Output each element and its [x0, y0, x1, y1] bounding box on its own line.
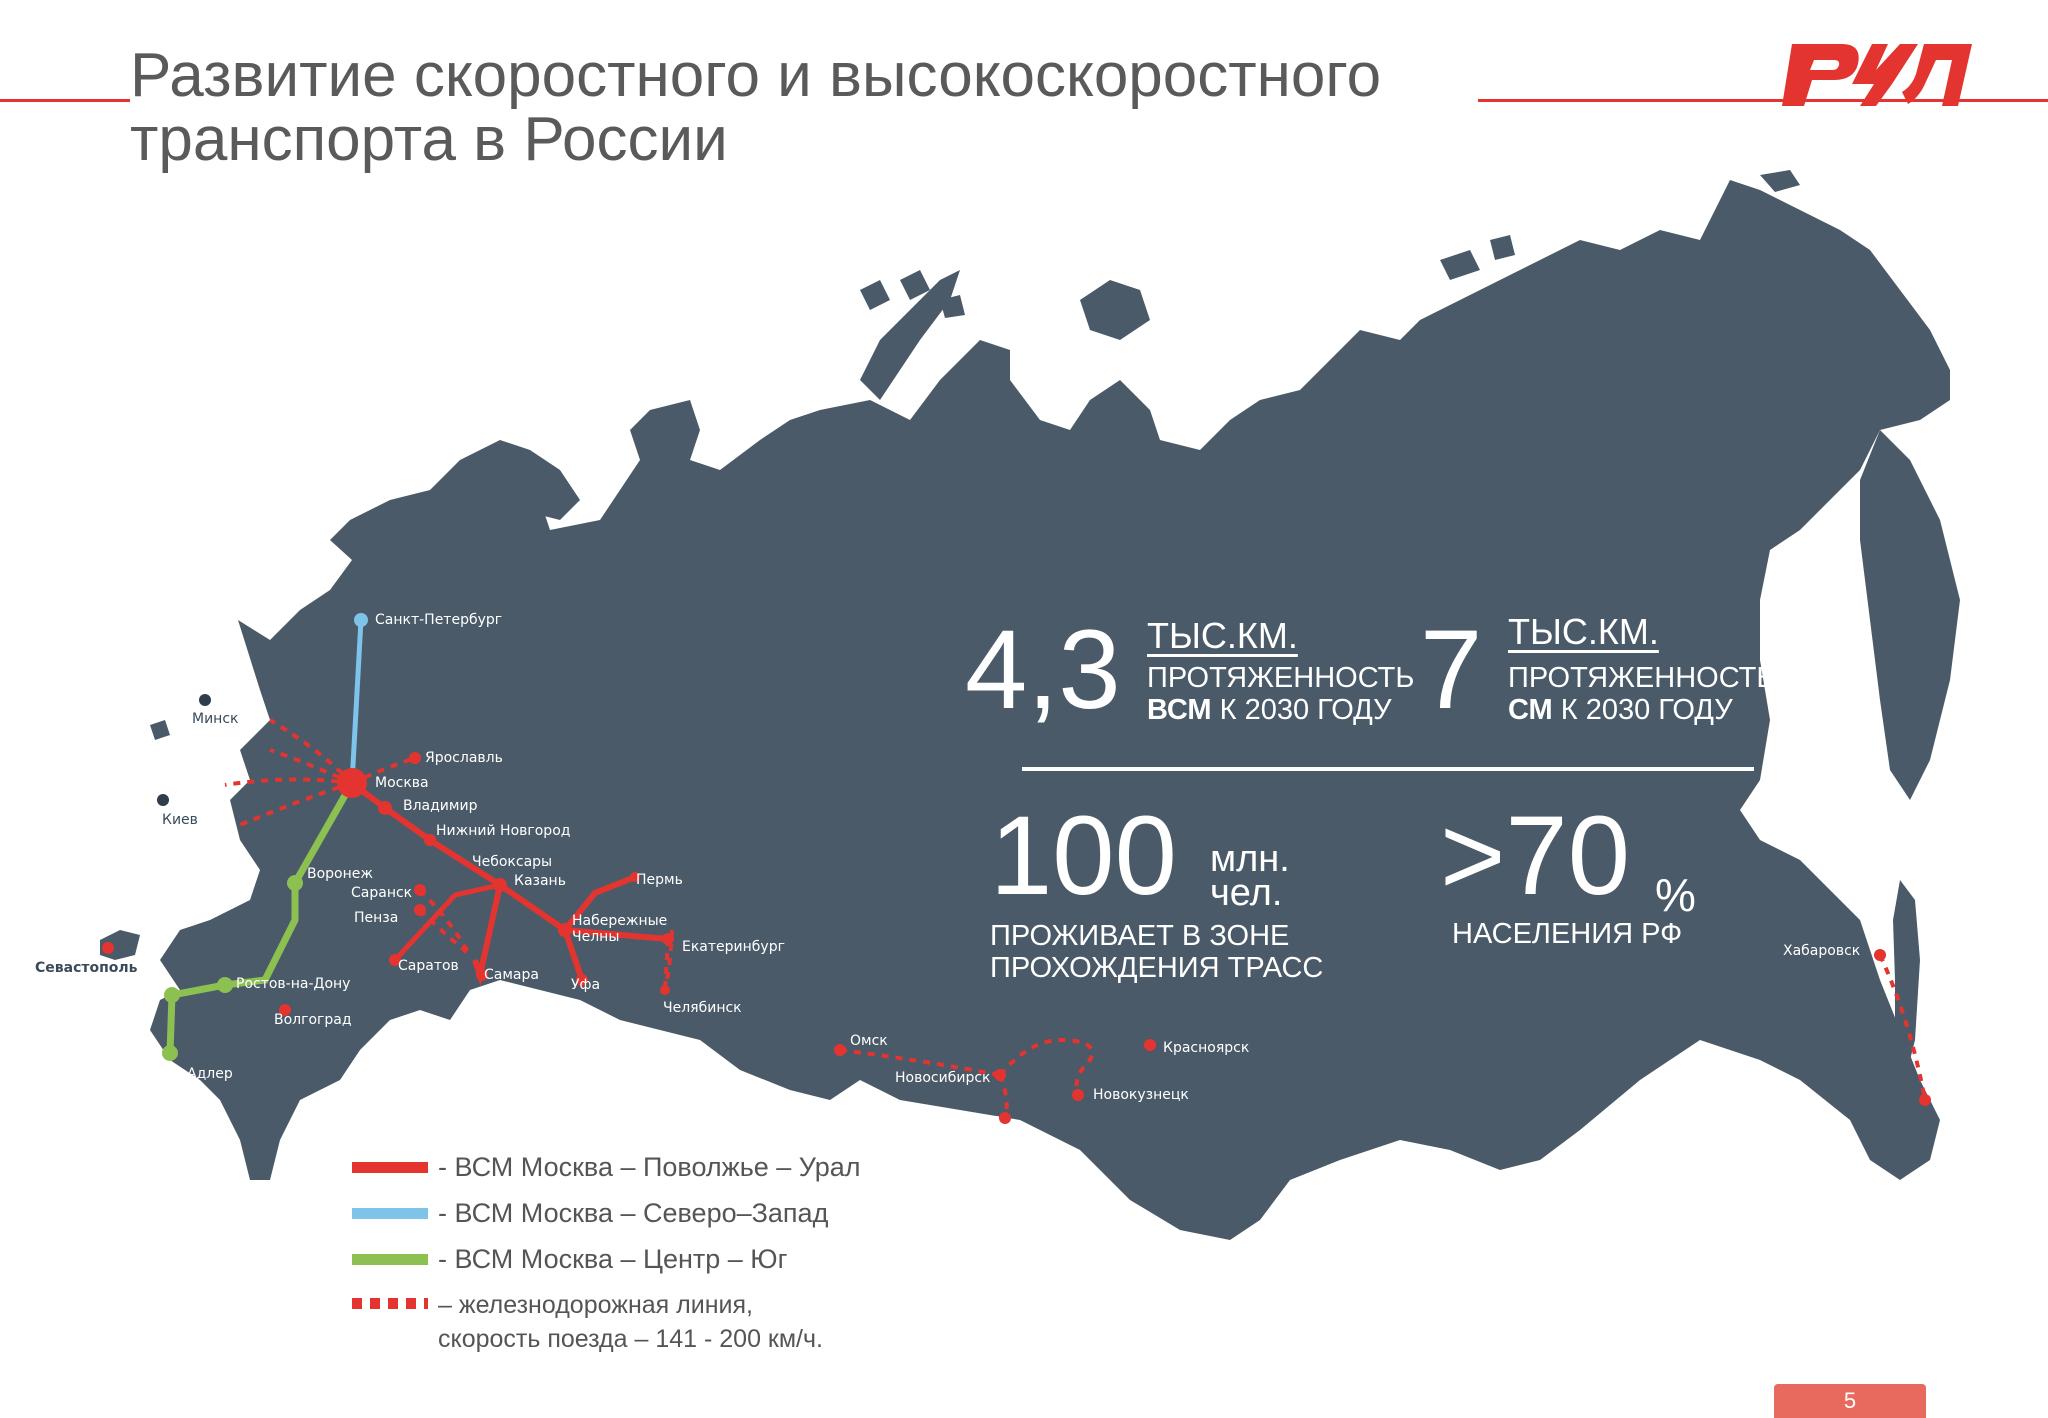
city-kazan: Казань [514, 873, 566, 889]
city-krasnodar: Краснодар [69, 984, 149, 1000]
page-title: Развитие скоростного и высокоскоростного… [130, 44, 1381, 172]
city-ufa: Уфа [571, 977, 600, 993]
stat-sm-desc: ПРОТЯЖЕННОСТЬ СМ К 2030 ГОДУ [1508, 662, 1776, 726]
city-nab-chelny-1: Набережные [572, 913, 667, 929]
city-rostov: Ростов-на-Дону [236, 976, 350, 992]
stat-vsm-desc: ПРОТЯЖЕННОСТЬ ВСМ К 2030 ГОДУ [1147, 662, 1415, 726]
title-line-1: Развитие скоростного и высокоскоростного [130, 41, 1382, 110]
city-khabarovsk: Хабаровск [1783, 943, 1860, 959]
stat-population-desc: ПРОЖИВАЕТ В ЗОНЕ ПРОХОЖДЕНИЯ ТРАСС [990, 920, 1324, 984]
stat-share-unit: % [1655, 869, 1696, 921]
kiev-dot [157, 794, 169, 806]
city-vladivostok: Владивосток [1937, 1096, 2033, 1112]
city-saratov: Саратов [398, 958, 459, 974]
city-penza: Пенза [354, 910, 398, 926]
city-barnaul: Барнаул [937, 1112, 999, 1128]
city-sevastopol: Севастополь [35, 960, 138, 976]
city-chelyabinsk: Челябинск [663, 1000, 742, 1016]
header-line-left [0, 99, 130, 102]
city-vladimir: Владимир [403, 798, 478, 814]
city-ekaterinburg: Екатеринбург [682, 939, 785, 955]
route-northwest [349, 619, 364, 784]
stat-population-value: 100 [990, 793, 1177, 918]
legend-item-northwest: - ВСМ Москва – Северо–Запад [352, 1198, 828, 1229]
stat-population-unit: млн. чел. [1210, 838, 1290, 914]
page-number: 5 [1774, 1384, 1926, 1418]
city-minsk: Минск [192, 711, 238, 727]
stat-share-value: >70 [1440, 793, 1630, 918]
minsk-dot [199, 694, 211, 706]
city-samara: Самара [484, 967, 539, 983]
title-line-2: транспорта в России [130, 105, 728, 174]
stat-share-desc: НАСЕЛЕНИЯ РФ [1452, 918, 1683, 950]
city-adler: Адлер [187, 1066, 233, 1082]
city-volgograd: Волгоград [274, 1012, 352, 1028]
city-novokuznetsk: Новокузнецк [1093, 1087, 1189, 1103]
russia-landmass [100, 170, 1960, 1240]
city-perm: Пермь [636, 872, 683, 888]
rzd-logo [1782, 44, 1972, 106]
stat-vsm-unit: ТЫС.КМ. [1147, 615, 1298, 656]
legend-item-south: - ВСМ Москва – Центр – Юг [352, 1244, 787, 1275]
city-nab-chelny-2: Челны [572, 929, 619, 945]
city-yaroslavl: Ярославль [425, 750, 503, 766]
city-dots [102, 613, 1931, 1124]
city-spb: Санкт-Петербург [375, 612, 502, 628]
city-moscow: Москва [375, 775, 429, 791]
header-line-right [1478, 99, 2048, 102]
city-kiev: Киев [162, 812, 198, 828]
city-nnovgorod: Нижний Новгород [436, 823, 570, 839]
stats-divider [1022, 767, 1754, 771]
city-voronezh: Воронеж [307, 866, 373, 882]
city-cheboksary: Чебоксары [472, 854, 552, 870]
stat-sm-value: 7 [1420, 607, 1483, 732]
stat-sm-unit: ТЫС.КМ. [1508, 611, 1659, 652]
city-omsk: Омск [850, 1033, 888, 1049]
legend-item-railway: – железнодорожная линия, скорость поезда… [352, 1288, 823, 1356]
city-saransk: Саранск [351, 885, 412, 901]
city-krasnoyarsk: Красноярск [1163, 1040, 1249, 1056]
legend-item-volga-ural: - ВСМ Москва – Поволжье – Урал [352, 1152, 861, 1183]
stat-vsm-value: 4,3 [965, 607, 1121, 732]
city-novosibirsk: Новосибирск [895, 1070, 990, 1086]
